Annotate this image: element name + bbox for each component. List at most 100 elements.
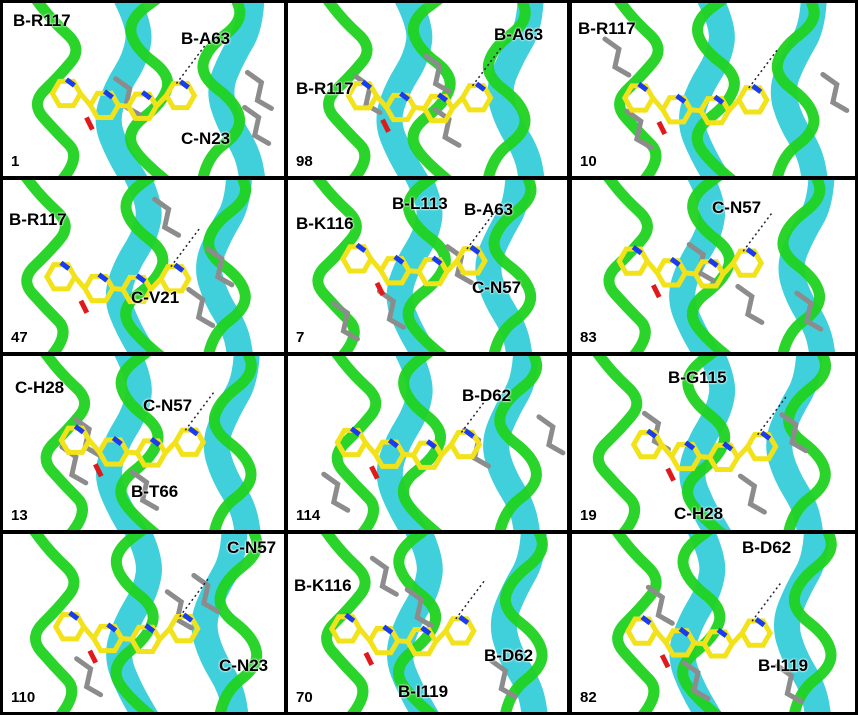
residue-stick	[330, 300, 360, 342]
residue-label: B-K116	[296, 214, 354, 233]
residue-label: B-A63	[494, 25, 544, 44]
residue-label: C-V21	[131, 288, 180, 307]
panel-114: B-D62 114	[288, 356, 567, 530]
residue-label: C-N23	[219, 656, 269, 675]
loop-ribbon	[614, 3, 664, 176]
helix-ribbon	[778, 180, 836, 352]
loop-ribbon	[788, 534, 837, 712]
residue-label: B-I119	[758, 656, 809, 675]
residue-stick	[774, 663, 804, 705]
helix-ribbon	[669, 180, 726, 352]
panel-number: 10	[580, 153, 597, 170]
residue-stick	[794, 290, 824, 332]
residue-stick	[244, 69, 274, 111]
residue-label: C-N57	[712, 198, 762, 217]
loop-ribbon	[31, 3, 82, 176]
loop-ribbon	[677, 534, 726, 712]
loop-ribbon	[771, 3, 820, 176]
loop-ribbon	[110, 534, 159, 712]
residue-stick	[369, 555, 399, 597]
protein-structure-render	[40, 356, 261, 530]
loop-ribbon	[691, 3, 740, 176]
residue-label: B-R117	[296, 79, 354, 98]
loop-ribbon	[214, 534, 263, 712]
panel-number: 7	[296, 329, 305, 346]
loop-ribbon	[125, 3, 174, 176]
residue-label: C-H28	[15, 378, 65, 397]
hbond-line	[466, 208, 498, 250]
ligand-sticks	[616, 245, 765, 299]
ligand-sticks	[52, 610, 201, 664]
loop-ribbon	[682, 356, 731, 530]
loop-ribbon	[494, 356, 543, 530]
residue-label: B-I119	[398, 682, 449, 701]
loop-ribbon	[29, 534, 80, 712]
residue-label: C-N57	[143, 396, 193, 415]
panel-83: C-N57 83	[572, 180, 855, 352]
hbond-line	[179, 576, 211, 618]
residue-label: B-D62	[484, 646, 534, 665]
helix-ribbon	[105, 180, 162, 352]
residue-label: B-A63	[464, 200, 514, 219]
residue-stick	[164, 589, 194, 631]
hbond-line	[455, 578, 487, 620]
loop-ribbon	[197, 3, 246, 176]
residue-stick	[488, 658, 518, 700]
panel-82: B-D62 B-I119 82	[572, 534, 855, 712]
residue-stick	[645, 584, 675, 626]
protein-structure-render	[323, 3, 545, 176]
residue-stick	[737, 473, 767, 515]
residue-label: B-T66	[131, 482, 179, 501]
helix-ribbon	[376, 356, 433, 530]
residue-stick	[735, 283, 765, 325]
residue-stick	[191, 572, 221, 614]
residue-label: B-A63	[181, 29, 231, 48]
panel-47: B-R117 C-V21 47	[3, 180, 284, 352]
loop-ribbon	[120, 180, 169, 352]
residue-stick	[130, 469, 160, 511]
panel-number: 19	[580, 507, 597, 524]
loop-ribbon	[482, 3, 531, 176]
panel-98: B-A63 B-R117 98	[288, 3, 567, 176]
protein-structure-render	[31, 3, 274, 176]
loop-ribbon	[499, 534, 548, 712]
helix-ribbon	[770, 3, 828, 176]
residue-stick	[624, 108, 654, 150]
loop-ribbon	[488, 180, 537, 352]
hbond-line	[175, 43, 208, 84]
loop-ribbon	[397, 356, 446, 530]
loop-ribbon	[320, 534, 371, 712]
residue-label: C-N57	[227, 538, 277, 557]
panel-10: B-R117 10	[572, 3, 855, 176]
loop-ribbon	[21, 180, 71, 352]
residue-stick	[681, 660, 711, 702]
ligand-sticks	[630, 428, 779, 482]
residue-stick	[536, 414, 566, 456]
residue-stick	[432, 106, 462, 148]
loop-ribbon	[686, 180, 735, 352]
panel-number: 70	[296, 689, 313, 706]
panel-number: 47	[11, 329, 28, 346]
panel-number: 13	[11, 507, 28, 524]
ligand-sticks	[621, 81, 770, 136]
residue-stick	[321, 471, 351, 513]
residue-stick	[602, 36, 632, 78]
protein-structure-render	[320, 534, 548, 712]
panel-number: 83	[580, 329, 597, 346]
panel-1: B-R117 B-A63 C-N23 1	[3, 3, 284, 176]
residue-stick	[779, 412, 809, 454]
loop-ribbon	[592, 356, 643, 530]
hbond-line	[471, 45, 504, 87]
residue-label: B-L113	[392, 194, 448, 213]
loop-ribbon	[323, 3, 373, 176]
ligand-sticks	[328, 612, 477, 667]
protein-structure-render	[21, 180, 253, 352]
residue-stick	[404, 587, 434, 629]
helix-ribbon	[208, 3, 265, 176]
panel-13: C-H28 C-N57 B-T66 13	[3, 356, 284, 530]
panel-7: B-L113 B-K116 B-A63 C-N57 7	[288, 180, 567, 352]
residue-label: B-R117	[578, 19, 636, 38]
residue-stick	[376, 288, 406, 330]
loop-ribbon	[603, 180, 653, 352]
panel-19: B-G115 C-H28 19	[572, 356, 855, 530]
